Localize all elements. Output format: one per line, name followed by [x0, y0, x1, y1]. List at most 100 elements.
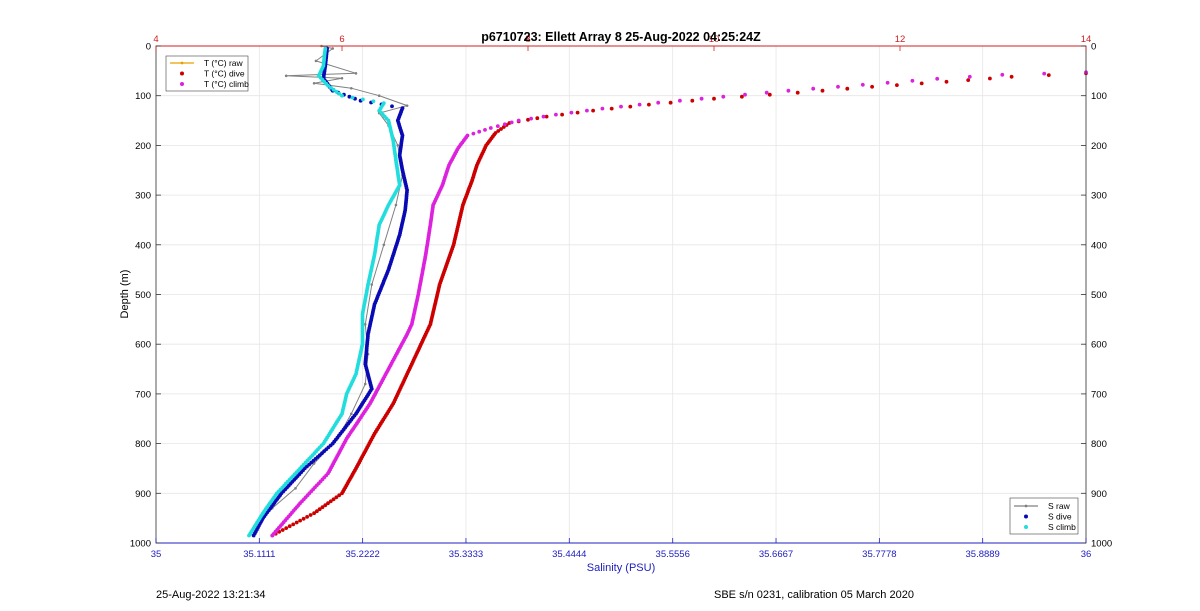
data-point [312, 511, 316, 516]
data-point [298, 518, 302, 523]
data-point [370, 283, 374, 286]
y-left-tick-label: 300 [135, 191, 151, 202]
data-point [396, 144, 400, 147]
y-left-tick-label: 500 [135, 290, 151, 301]
data-point [988, 76, 992, 81]
x-bottom-tick-label: 35.2222 [345, 549, 379, 560]
data-point [860, 82, 865, 87]
legend-item: S raw [1014, 501, 1071, 511]
data-point [350, 412, 353, 416]
data-point [280, 528, 285, 532]
data-point [390, 104, 394, 109]
data-point [656, 100, 661, 105]
x-top-tick-label: 10 [709, 34, 720, 45]
data-point [328, 85, 333, 90]
data-point [966, 78, 971, 82]
x-bottom-tick-label: 35.8889 [966, 549, 1000, 560]
x-bottom-tick-label: 35.4444 [552, 549, 586, 560]
legend-swatch-marker [1024, 504, 1028, 508]
data-point [740, 94, 744, 99]
data-point [334, 89, 339, 94]
legend-label: T (°C) raw [204, 58, 244, 68]
legend-item: T (°C) raw [170, 58, 244, 68]
data-point [284, 526, 289, 530]
data-point [284, 74, 288, 78]
data-point [944, 79, 949, 84]
data-point [499, 127, 503, 131]
data-point [287, 524, 292, 529]
data-point [721, 94, 726, 99]
legend-swatch-dot [180, 71, 184, 76]
data-point [885, 80, 890, 85]
footer-calibration: SBE s/n 0231, calibration 05 March 2020 [714, 589, 914, 601]
data-point [320, 505, 325, 510]
data-point [326, 83, 330, 88]
legend-swatch-dot [1024, 525, 1028, 529]
data-point [820, 88, 825, 93]
y-right-tick-label: 900 [1091, 489, 1107, 500]
x-bottom-tick-label: 35.6667 [759, 549, 793, 560]
y-right-tick-label: 200 [1091, 141, 1107, 152]
x-axis-label: Salinity (PSU) [587, 562, 655, 574]
data-point [371, 99, 376, 104]
data-point [331, 87, 336, 92]
data-point [795, 90, 800, 95]
data-point [270, 533, 275, 538]
y-right-tick-label: 700 [1091, 389, 1107, 400]
y-left-tick-label: 400 [135, 240, 151, 251]
legend-item: S dive [1024, 512, 1072, 522]
data-point [317, 507, 322, 512]
data-point [526, 117, 530, 122]
series-s-dive [251, 46, 409, 538]
data-point [811, 86, 816, 91]
y-right-tick-label: 500 [1091, 290, 1107, 301]
data-point [394, 203, 398, 207]
legend-temperature-box [165, 55, 249, 92]
y-right-tick-label: 0 [1091, 42, 1096, 53]
data-point [323, 503, 328, 508]
series-layer [247, 44, 1088, 538]
data-point [314, 59, 318, 63]
data-point [1009, 74, 1014, 79]
y-axis-label: Depth (m) [119, 270, 131, 319]
x-top-tick-label: 14 [1081, 34, 1092, 45]
data-point [895, 83, 899, 87]
data-point [331, 497, 336, 502]
data-point [544, 114, 549, 119]
data-point [967, 74, 972, 79]
data-point [251, 533, 256, 538]
data-point [340, 77, 344, 80]
data-point [1046, 73, 1051, 77]
data-point [690, 98, 695, 103]
x-top-tick-label: 12 [895, 34, 906, 45]
data-point [312, 462, 316, 465]
data-point [910, 78, 915, 83]
data-point [628, 104, 633, 109]
x-top-tick-label: 6 [339, 34, 344, 45]
data-point [308, 513, 313, 517]
legend-swatch-marker [180, 61, 184, 65]
x-bottom-tick-label: 35.7778 [862, 549, 896, 560]
legend-salinity-box [1009, 497, 1079, 535]
y-right-tick-label: 100 [1091, 91, 1107, 102]
data-point [495, 124, 500, 128]
legend-swatch-dot [1024, 514, 1028, 519]
x-top-tick-label: 4 [153, 34, 158, 45]
y-right-tick-label: 400 [1091, 240, 1107, 251]
data-point [845, 86, 850, 91]
data-point [1042, 71, 1047, 76]
data-point [502, 122, 507, 127]
data-point [334, 495, 339, 500]
data-point [377, 94, 381, 97]
data-point [337, 493, 342, 498]
data-point [919, 81, 924, 86]
y-right-tick-label: 1000 [1091, 539, 1112, 550]
data-point [312, 81, 316, 85]
y-right-tick-label: 600 [1091, 340, 1107, 351]
legend-item: T (°C) dive [180, 69, 245, 79]
data-point [529, 116, 533, 121]
data-point [678, 98, 682, 103]
